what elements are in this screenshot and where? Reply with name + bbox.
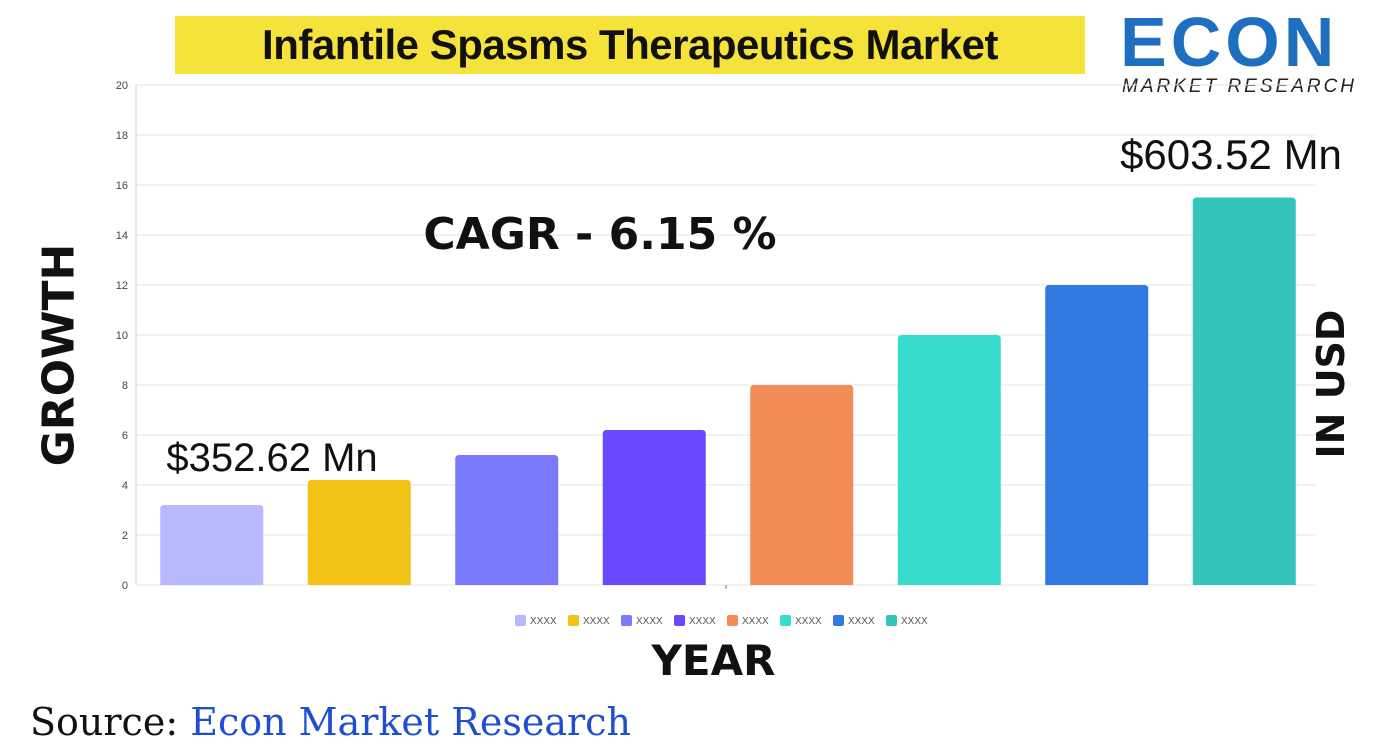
legend-swatch: [727, 615, 738, 626]
legend-swatch: [621, 615, 632, 626]
legend-label: XXXX: [795, 616, 822, 627]
legend-swatch: [674, 615, 685, 626]
y-tick-label: 18: [116, 130, 128, 142]
bar: [455, 455, 559, 585]
legend-swatch: [886, 615, 897, 626]
source-label: Source:: [30, 700, 179, 744]
end-value-label: $603.52 Mn: [1120, 131, 1342, 178]
legend-label: XXXX: [530, 616, 557, 627]
legend-swatch: [780, 615, 791, 626]
legend-swatch: [833, 615, 844, 626]
legend-label: XXXX: [636, 616, 663, 627]
bar: [750, 385, 854, 585]
y-tick-label: 8: [122, 380, 128, 392]
legend-label: XXXX: [689, 616, 716, 627]
start-value-label: $352.62 Mn: [166, 436, 377, 480]
y-tick-label: 2: [122, 530, 128, 542]
legend-swatch: [568, 615, 579, 626]
legend-label: XXXX: [742, 616, 769, 627]
y-tick-label: 0: [122, 580, 128, 592]
title-highlight: Infantile Spasms Therapeutics Market: [175, 16, 1085, 74]
legend-label: XXXX: [583, 616, 610, 627]
source-value: Econ Market Research: [190, 700, 631, 744]
source-line: Source: Econ Market Research: [30, 700, 631, 744]
logo-main-text: ECON: [1120, 3, 1339, 81]
bar: [307, 480, 411, 585]
logo-subtitle: MARKET RESEARCH: [1122, 76, 1358, 97]
legend-label: XXXX: [901, 616, 928, 627]
legend-swatch: [515, 615, 526, 626]
bar: [602, 430, 706, 585]
y-tick-label: 16: [116, 180, 128, 192]
econ-logo: ECON MARKET RESEARCH: [1120, 4, 1380, 100]
y-tick-label: 20: [116, 80, 128, 92]
y-tick-label: 10: [116, 330, 128, 342]
bar: [1045, 285, 1149, 585]
x-axis-label: YEAR: [651, 636, 776, 685]
y-tick-label: 12: [116, 280, 128, 292]
y-tick-label: 6: [122, 430, 128, 442]
bar: [160, 505, 264, 585]
bar: [1192, 197, 1296, 585]
cagr-label: CAGR - 6.15 %: [423, 209, 776, 260]
y-tick-label: 4: [122, 480, 128, 492]
bar: [897, 335, 1001, 585]
y-tick-label: 14: [116, 230, 128, 242]
chart-title: Infantile Spasms Therapeutics Market: [262, 21, 998, 68]
legend-label: XXXX: [848, 616, 875, 627]
